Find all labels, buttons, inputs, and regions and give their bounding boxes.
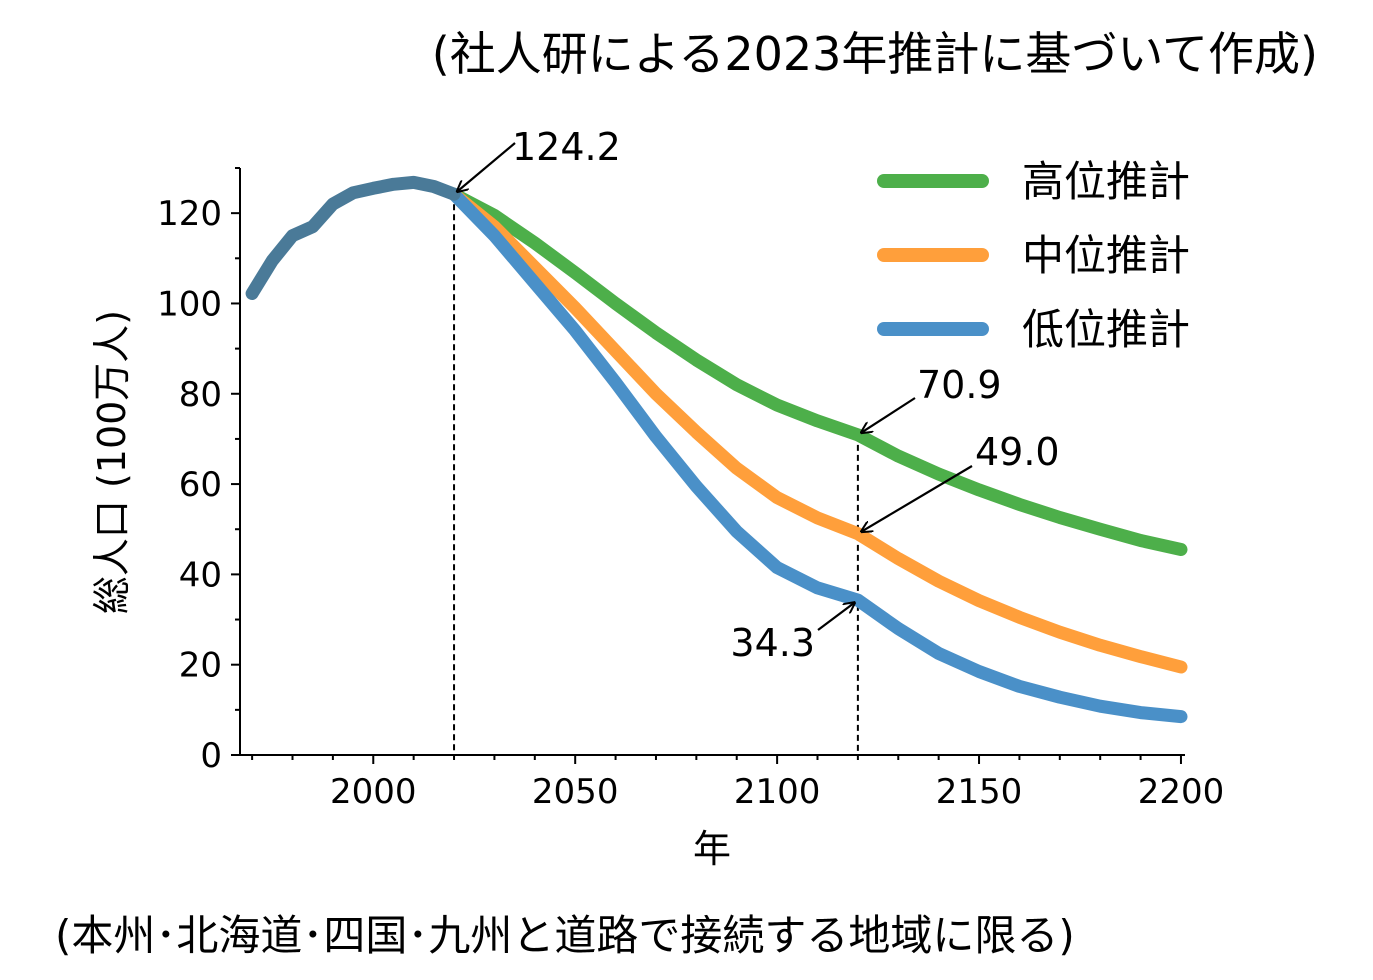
legend-label: 低位推計 — [1022, 305, 1190, 354]
annotation-label: 34.3 — [730, 621, 815, 665]
y-axis-title: 総人口 (100万人) — [90, 310, 134, 614]
x-tick-label: 2150 — [936, 772, 1023, 812]
y-tick-label: 60 — [179, 465, 222, 505]
population-line-chart: 2000 2050 2100 2150 2200 0 20 40 60 80 100 120 年 総人… — [90, 125, 1225, 871]
legend-label: 中位推計 — [1022, 231, 1190, 280]
footnote: (本州･北海道･四国･九州と道路で接続する地域に限る) — [55, 911, 1075, 960]
annotation-arrow — [861, 397, 916, 433]
page-title: (社人研による2023年推計に基づいて作成) — [431, 27, 1318, 81]
legend-label: 高位推計 — [1022, 157, 1190, 206]
y-tick-label: 100 — [157, 284, 222, 324]
x-tick-label: 2100 — [734, 772, 821, 812]
y-tick-label: 40 — [179, 555, 222, 595]
x-axis-title: 年 — [693, 827, 731, 871]
y-tick-label: 0 — [200, 736, 222, 776]
x-tick-label: 2000 — [330, 772, 417, 812]
series-line-historical — [245, 175, 461, 300]
series-line-low — [447, 187, 1188, 724]
x-tick-label: 2200 — [1138, 772, 1225, 812]
annotation-label: 70.9 — [917, 363, 1002, 407]
y-tick-label: 80 — [179, 375, 222, 415]
annotation-label: 49.0 — [975, 430, 1060, 474]
series-line-high — [447, 187, 1188, 556]
y-tick-label: 120 — [157, 194, 222, 234]
annotation-label: 124.2 — [512, 125, 621, 169]
annotation-arrow — [861, 465, 973, 532]
y-tick-label: 20 — [179, 646, 222, 686]
annotation-arrow — [817, 603, 855, 631]
x-tick-label: 2050 — [532, 772, 619, 812]
annotation-arrow — [457, 142, 516, 192]
series-line-medium — [447, 187, 1188, 674]
